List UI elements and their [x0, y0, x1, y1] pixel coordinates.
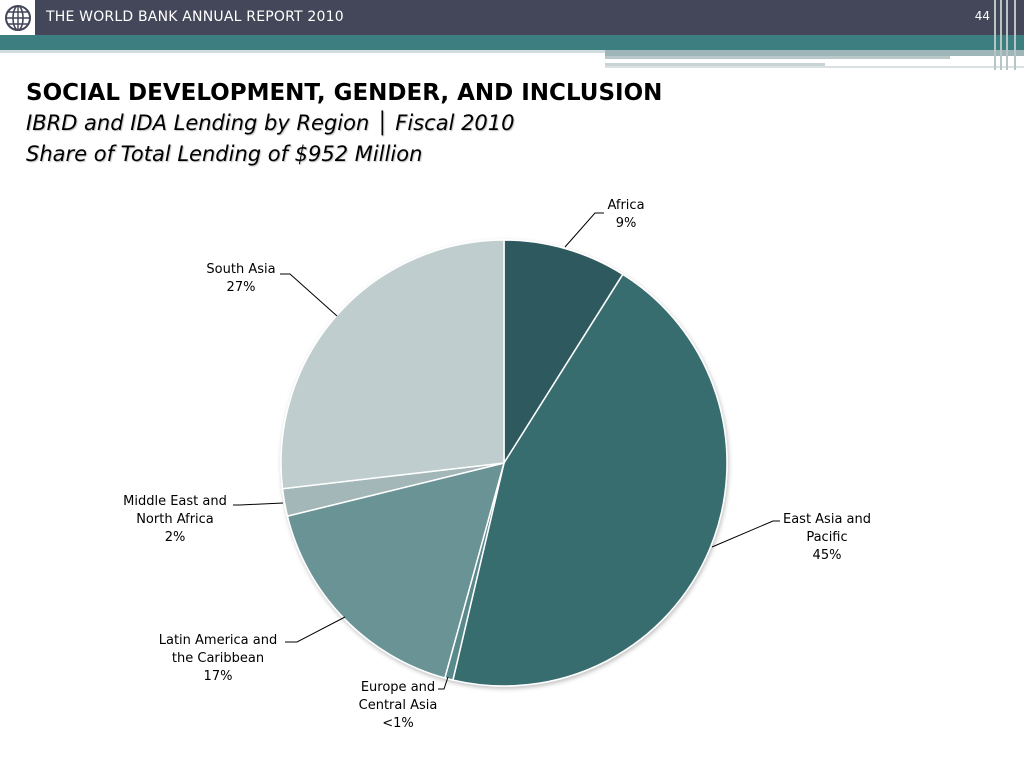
pie-slice-latin-america-and-the-caribbean	[286, 461, 506, 679]
slide-titles: SOCIAL DEVELOPMENT, GENDER, AND INCLUSIO…	[26, 78, 786, 170]
world-bank-logo	[0, 0, 35, 35]
pie-label-middle-east-and-north-africa: Middle East and North Africa 2%	[123, 494, 227, 545]
slide-subtitle: Share of Total Lending of $952 Million	[26, 142, 423, 166]
pie-slice-east-asia-and-pacific	[452, 273, 728, 687]
pie-label-east-asia-and-pacific: East Asia and Pacific 45%	[783, 512, 871, 563]
pie-slice-south-asia	[280, 239, 505, 490]
decorative-line	[994, 0, 996, 70]
leader-line	[285, 616, 346, 643]
pie-label-europe-and-central-asia: Europe and Central Asia <1%	[359, 680, 438, 731]
pie-slice-africa	[503, 239, 624, 466]
decorative-line	[605, 50, 1024, 56]
decorative-line	[1000, 0, 1002, 70]
decorative-line	[605, 63, 825, 66]
report-title: THE WORLD BANK ANNUAL REPORT 2010	[46, 9, 344, 25]
slide-title: SOCIAL DEVELOPMENT, GENDER, AND INCLUSIO…	[26, 80, 663, 106]
page-number: 44	[974, 9, 990, 23]
pie-label-latin-america-and-the-caribbean: Latin America and the Caribbean 17%	[159, 633, 278, 684]
leader-line	[438, 676, 449, 690]
header-bar	[0, 0, 1024, 35]
leader-line	[711, 520, 780, 548]
teal-band	[0, 35, 1024, 50]
globe-icon	[4, 4, 31, 31]
slide-subtitle: IBRD and IDA Lending by Region │ Fiscal …	[26, 111, 515, 135]
decorative-line	[605, 56, 950, 59]
leader-line	[233, 502, 284, 506]
decorative-line	[0, 50, 605, 53]
pie-label-south-asia: South Asia 27%	[206, 262, 275, 295]
leader-line	[564, 212, 604, 248]
decorative-line	[1006, 0, 1008, 70]
leader-line	[280, 273, 338, 317]
pie-label-africa: Africa 9%	[607, 198, 644, 231]
decorative-line	[605, 66, 1024, 68]
decorative-line	[1014, 0, 1016, 70]
